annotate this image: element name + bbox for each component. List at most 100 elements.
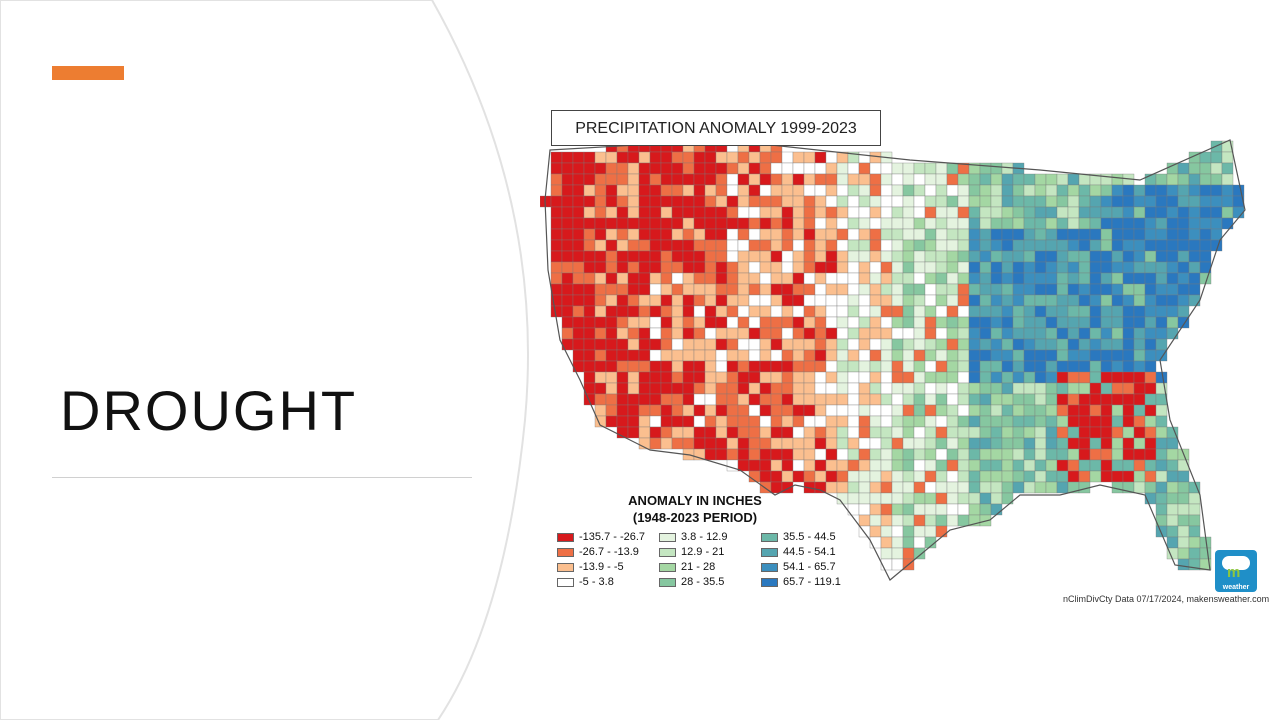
county-cell (935, 503, 948, 516)
county-cell (814, 283, 827, 296)
county-cell (638, 195, 651, 208)
county-cell (1001, 327, 1014, 340)
county-cell (781, 470, 794, 483)
county-cell (627, 195, 640, 208)
county-cell (748, 349, 761, 362)
legend-label: 3.8 - 12.9 (681, 531, 728, 543)
county-cell (957, 481, 970, 494)
county-cell (792, 338, 805, 351)
county-cell (858, 173, 871, 186)
county-cell (1122, 239, 1135, 252)
county-cell (605, 228, 618, 241)
county-cell (1045, 437, 1058, 450)
legend-swatch (659, 577, 676, 587)
county-cell (1188, 250, 1201, 263)
county-cell (1155, 294, 1168, 307)
county-cell (1067, 415, 1080, 428)
county-cell (660, 261, 673, 274)
county-cell (550, 217, 563, 230)
county-cell (1155, 470, 1168, 483)
county-cell (924, 426, 937, 439)
county-cell (693, 338, 706, 351)
county-cell (1067, 404, 1080, 417)
county-cell (1155, 459, 1168, 472)
county-cell (1067, 217, 1080, 230)
county-cell (704, 184, 717, 197)
county-cell (1045, 283, 1058, 296)
county-cell (605, 239, 618, 252)
county-cell (1221, 206, 1234, 219)
county-cell (946, 239, 959, 252)
county-cell (638, 349, 651, 362)
county-cell (814, 360, 827, 373)
county-cell (968, 283, 981, 296)
county-cell (1023, 393, 1036, 406)
county-cell (682, 305, 695, 318)
county-cell (572, 349, 585, 362)
county-cell (671, 272, 684, 285)
county-cell (979, 162, 992, 175)
county-cell (902, 327, 915, 340)
county-cell (803, 470, 816, 483)
county-cell (946, 283, 959, 296)
county-cell (770, 360, 783, 373)
county-cell (847, 393, 860, 406)
county-cell (594, 217, 607, 230)
county-cell (627, 305, 640, 318)
county-cell (1034, 404, 1047, 417)
county-cell (946, 162, 959, 175)
county-cell (1166, 173, 1179, 186)
county-cell (748, 404, 761, 417)
county-cell (693, 305, 706, 318)
county-cell (836, 437, 849, 450)
county-cell (924, 382, 937, 395)
county-cell (979, 283, 992, 296)
county-cell (748, 459, 761, 472)
county-cell (1122, 470, 1135, 483)
county-cell (836, 261, 849, 274)
county-cell (693, 415, 706, 428)
county-cell (847, 217, 860, 230)
county-cell (880, 162, 893, 175)
county-cell (858, 426, 871, 439)
county-cell (990, 415, 1003, 428)
county-cell (957, 426, 970, 439)
county-cell (979, 503, 992, 516)
map-outline (544, 139, 1246, 581)
county-cell (803, 426, 816, 439)
county-cell (880, 206, 893, 219)
county-cell (737, 349, 750, 362)
county-cell (770, 151, 783, 164)
county-cell (880, 349, 893, 362)
county-cell (561, 283, 574, 296)
county-cell (1012, 338, 1025, 351)
county-cell (638, 250, 651, 263)
county-cell (726, 382, 739, 395)
county-cell (1067, 338, 1080, 351)
county-cell (1067, 294, 1080, 307)
county-cell (902, 283, 915, 296)
county-cell (770, 393, 783, 406)
county-cell (814, 173, 827, 186)
county-cell (1188, 514, 1201, 527)
county-cell (880, 459, 893, 472)
county-cell (1034, 448, 1047, 461)
county-cell (1166, 217, 1179, 230)
county-cell (1155, 338, 1168, 351)
legend-label: 54.1 - 65.7 (783, 561, 836, 573)
county-cell (847, 448, 860, 461)
county-cell (1078, 338, 1091, 351)
county-cell (1034, 349, 1047, 362)
county-cell (1210, 151, 1223, 164)
county-cell (715, 239, 728, 252)
county-cell (1133, 349, 1146, 362)
county-cell (572, 206, 585, 219)
county-cell (968, 437, 981, 450)
county-cell (902, 228, 915, 241)
county-cell (726, 228, 739, 241)
county-cell (616, 382, 629, 395)
county-cell (594, 173, 607, 186)
county-cell (627, 294, 640, 307)
county-cell (1045, 349, 1058, 362)
county-cell (660, 415, 673, 428)
